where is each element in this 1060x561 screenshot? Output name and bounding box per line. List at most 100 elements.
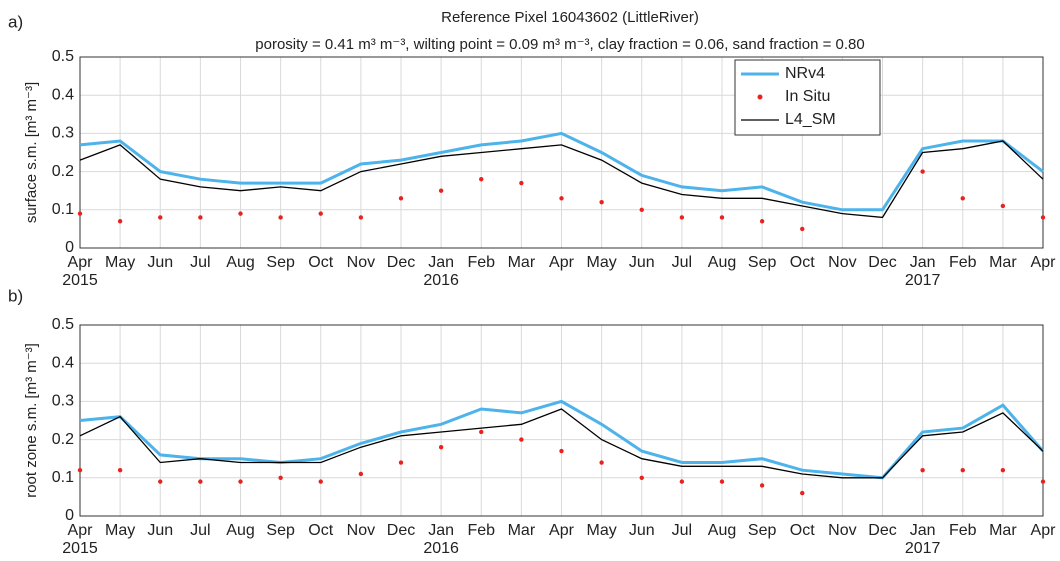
data-point	[599, 199, 604, 205]
x-tick-label: May	[105, 522, 135, 539]
x-tick-label: Aug	[226, 522, 254, 539]
data-point	[759, 483, 765, 488]
x-tick-label: Dec	[868, 254, 896, 271]
x-tick-label: Nov	[828, 522, 856, 539]
y-tick-label: 0.2	[52, 431, 74, 448]
data-point	[318, 211, 323, 216]
data-point	[158, 479, 163, 484]
data-point	[800, 490, 805, 496]
data-point	[358, 215, 364, 220]
legend-label: L4_SM	[785, 111, 836, 128]
data-point	[479, 177, 484, 182]
x-tick-label: Apr	[68, 522, 94, 539]
x-tick-label: Apr	[549, 522, 575, 539]
panel-label: b)	[8, 286, 23, 305]
plot-frame	[79, 56, 1044, 249]
data-point	[679, 215, 685, 220]
x-tick-label: Jun	[147, 522, 173, 539]
y-tick-label: 0	[65, 507, 74, 524]
x-tick-label: Jan	[910, 254, 936, 271]
data-line	[79, 408, 1044, 479]
x-tick-label: Aug	[708, 522, 736, 539]
data-point	[1000, 203, 1006, 209]
x-tick-label: Jan	[428, 522, 454, 539]
x-tick-label: Sep	[266, 522, 295, 539]
x-tick-label: May	[587, 522, 617, 539]
x-tick-label: Apr	[1031, 522, 1057, 539]
x-tick-label: Oct	[790, 254, 815, 271]
x-tick-label: Dec	[868, 522, 896, 539]
x-tick-label: Mar	[508, 522, 536, 539]
data-point	[438, 445, 444, 450]
x-tick-label: Jan	[910, 522, 936, 539]
x-tick-label: Aug	[708, 254, 736, 271]
data-point	[639, 475, 644, 480]
data-point	[639, 207, 644, 212]
x-tick-label: Jul	[672, 522, 692, 539]
x-tick-label: Jun	[629, 522, 655, 539]
x-tick-label: Jul	[190, 254, 210, 271]
x-tick-label: Sep	[748, 254, 777, 271]
data-point	[158, 215, 163, 220]
legend-label: NRv4	[785, 65, 825, 82]
data-line	[79, 140, 1044, 219]
x-tick-label: Nov	[347, 254, 375, 271]
x-year-label: 2015	[62, 272, 98, 289]
data-point	[920, 169, 925, 174]
x-tick-label: Feb	[467, 522, 495, 539]
x-tick-label: Jun	[629, 254, 655, 271]
data-point	[77, 467, 83, 473]
data-point	[358, 471, 364, 477]
x-year-label: 2017	[905, 540, 941, 557]
data-point	[519, 180, 524, 186]
data-point	[238, 211, 243, 216]
x-tick-label: Nov	[828, 254, 856, 271]
data-point	[1040, 479, 1046, 484]
panel-label: a)	[8, 12, 23, 31]
x-tick-label: Feb	[949, 522, 977, 539]
x-tick-label: Jul	[190, 522, 210, 539]
data-point	[679, 479, 685, 484]
chart-subtitle: porosity = 0.41 m³ m⁻³, wilting point = …	[255, 36, 864, 53]
y-tick-label: 0.4	[52, 86, 74, 103]
x-tick-label: Aug	[226, 254, 254, 271]
data-point	[117, 219, 123, 224]
y-tick-label: 0.2	[52, 163, 74, 180]
data-point	[759, 219, 765, 224]
data-point	[1000, 467, 1006, 473]
y-tick-label: 0.4	[52, 354, 74, 371]
x-tick-label: Mar	[989, 522, 1017, 539]
data-point	[960, 467, 965, 473]
x-year-label: 2017	[905, 272, 941, 289]
data-point	[318, 479, 323, 484]
data-point	[398, 460, 404, 465]
data-point	[238, 479, 243, 484]
x-tick-label: May	[587, 254, 617, 271]
x-tick-label: Feb	[949, 254, 977, 271]
data-point	[599, 460, 604, 465]
x-tick-label: Oct	[308, 522, 333, 539]
x-tick-label: Feb	[467, 254, 495, 271]
y-tick-label: 0.5	[52, 48, 74, 65]
y-tick-label: 0.3	[52, 393, 74, 410]
y-tick-label: 0.1	[52, 201, 74, 218]
data-point	[278, 215, 283, 220]
data-point	[278, 475, 283, 480]
x-tick-label: Oct	[308, 254, 333, 271]
y-tick-label: 0.5	[52, 316, 74, 333]
y-axis-label: root zone s.m. [m³ m⁻³]	[23, 343, 40, 498]
data-point	[479, 429, 484, 435]
y-tick-label: 0.3	[52, 125, 74, 142]
x-tick-label: Nov	[347, 522, 375, 539]
x-tick-label: Mar	[989, 254, 1017, 271]
x-tick-label: Apr	[549, 254, 575, 271]
data-line	[79, 131, 1044, 212]
x-tick-label: Apr	[68, 254, 94, 271]
data-point	[198, 215, 203, 220]
x-tick-label: May	[105, 254, 135, 271]
data-point	[719, 479, 725, 484]
x-tick-label: Jul	[672, 254, 692, 271]
data-point	[77, 211, 83, 216]
legend-marker	[757, 94, 763, 100]
data-point	[559, 448, 564, 454]
